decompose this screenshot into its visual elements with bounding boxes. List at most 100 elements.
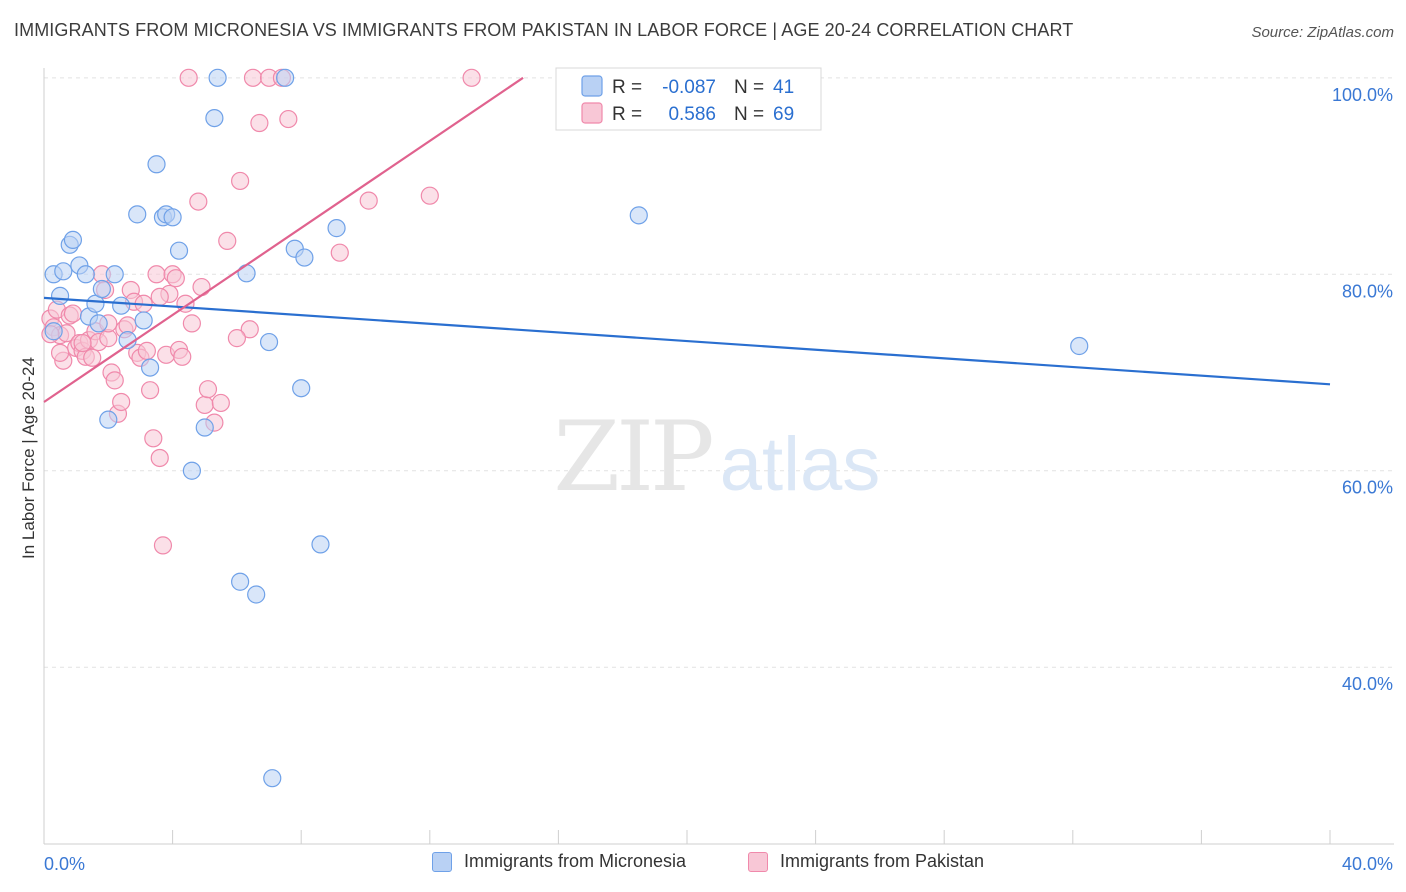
x-tick-label: 40.0% — [1342, 854, 1393, 874]
point-micronesia — [208, 68, 227, 87]
point-pakistan — [173, 347, 192, 366]
point-micronesia — [1070, 336, 1089, 356]
point-pakistan — [211, 393, 230, 413]
point-micronesia — [89, 314, 108, 333]
point-pakistan — [420, 186, 439, 205]
legend-item-micronesia[interactable]: Immigrants from Micronesia — [432, 851, 686, 872]
point-micronesia — [54, 262, 73, 281]
point-pakistan — [279, 109, 298, 129]
point-pakistan — [179, 68, 198, 87]
point-micronesia — [259, 332, 279, 352]
point-pakistan — [83, 348, 102, 367]
point-pakistan — [218, 231, 237, 250]
legend-micronesia-n-label: N = — [734, 77, 764, 98]
legend-pakistan-n-value: 69 — [773, 104, 794, 125]
source-label: Source: ZipAtlas.com — [1251, 24, 1394, 41]
point-pakistan — [137, 341, 156, 360]
point-micronesia — [237, 264, 256, 283]
legend-pakistan-n-label: N = — [734, 104, 764, 125]
point-micronesia — [105, 265, 124, 284]
chart-title: IMMIGRANTS FROM MICRONESIA VS IMMIGRANTS… — [14, 20, 1074, 40]
point-pakistan — [195, 395, 214, 415]
point-micronesia — [99, 410, 118, 429]
series-micronesia-points — [44, 68, 1089, 788]
point-micronesia — [63, 230, 83, 249]
point-pakistan — [166, 269, 185, 288]
point-micronesia — [263, 769, 282, 788]
watermark-zip: ZIP — [553, 401, 712, 513]
point-micronesia — [295, 248, 314, 267]
point-pakistan — [105, 371, 124, 390]
point-micronesia — [205, 108, 224, 128]
point-micronesia — [134, 311, 153, 330]
point-micronesia — [169, 241, 189, 260]
point-micronesia — [76, 265, 95, 284]
watermark: ZIP atlas — [553, 401, 880, 513]
y-tick-label: 80.0% — [1342, 281, 1393, 301]
point-micronesia — [327, 219, 346, 238]
legend-top: R = -0.087 N = 41 R = 0.586 N = 69 — [555, 67, 822, 131]
legend-swatch-pakistan — [748, 851, 768, 872]
point-pakistan — [147, 265, 166, 284]
point-pakistan — [63, 304, 83, 323]
point-micronesia — [92, 279, 111, 299]
point-pakistan — [192, 277, 211, 297]
point-micronesia — [292, 379, 311, 398]
point-pakistan — [73, 333, 92, 353]
legend-pakistan-r-label: R = — [612, 104, 642, 125]
point-micronesia — [231, 572, 250, 591]
legend-item-pakistan[interactable]: Immigrants from Pakistan — [748, 851, 984, 872]
legend-micronesia-r-label: R = — [612, 77, 642, 98]
legend-micronesia-r-value: -0.087 — [662, 77, 716, 98]
point-pakistan — [153, 536, 173, 555]
point-pakistan — [112, 392, 131, 412]
watermark-atlas: atlas — [720, 422, 881, 507]
legend-pakistan-r-value: 0.586 — [668, 104, 716, 125]
legend-micronesia-n-value: 41 — [773, 77, 794, 98]
y-tick-label: 40.0% — [1342, 674, 1393, 694]
y-axis-title: In Labor Force | Age 20-24 — [19, 357, 38, 559]
point-micronesia — [276, 68, 295, 87]
point-micronesia — [147, 155, 166, 174]
point-micronesia — [311, 535, 330, 554]
axes — [43, 68, 1394, 845]
point-micronesia — [182, 461, 201, 480]
point-pakistan — [227, 329, 246, 348]
trend-lines — [43, 76, 1331, 403]
point-pakistan — [243, 68, 263, 87]
trend-line-micronesia — [43, 296, 1331, 386]
legend-bottom: Immigrants from Micronesia Immigrants fr… — [0, 851, 1406, 879]
point-pakistan — [189, 192, 208, 211]
point-pakistan — [182, 314, 201, 333]
point-micronesia — [247, 585, 266, 604]
point-micronesia — [112, 296, 131, 315]
point-pakistan — [462, 68, 481, 87]
point-micronesia — [195, 418, 214, 437]
legend-label-pakistan: Immigrants from Pakistan — [780, 851, 985, 871]
point-micronesia — [629, 206, 648, 225]
series-pakistan-points — [41, 68, 481, 555]
point-micronesia — [140, 358, 160, 377]
point-pakistan — [50, 343, 70, 362]
point-pakistan — [140, 381, 160, 400]
y-tick-labels: 100.0% 80.0% 60.0% 40.0% — [1332, 85, 1393, 694]
x-tick-label: 0.0% — [44, 854, 85, 874]
point-pakistan — [198, 380, 218, 399]
legend-swatch-micronesia — [432, 851, 452, 872]
point-micronesia — [50, 286, 70, 305]
axis-ticks — [43, 830, 1331, 844]
legend-label-micronesia: Immigrants from Micronesia — [464, 851, 687, 871]
point-micronesia — [44, 322, 63, 341]
point-pakistan — [231, 171, 250, 191]
point-pakistan — [330, 243, 349, 262]
point-micronesia — [163, 208, 182, 227]
trend-line-pakistan — [43, 76, 524, 403]
y-tick-label: 100.0% — [1332, 85, 1393, 105]
x-tick-labels: 0.0% 40.0% — [44, 854, 1393, 874]
y-tick-label: 60.0% — [1342, 478, 1393, 498]
point-pakistan — [250, 113, 269, 133]
point-pakistan — [359, 191, 378, 210]
point-micronesia — [128, 205, 147, 224]
legend-micronesia-swatch — [581, 75, 603, 97]
